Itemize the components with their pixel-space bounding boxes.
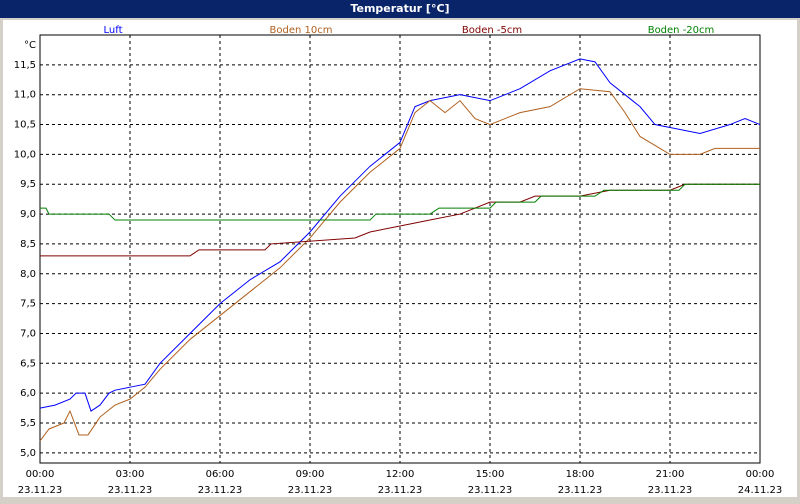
y-tick-label: 6,5 [20, 358, 36, 369]
y-tick-label: 6,0 [20, 388, 36, 399]
y-tick-label: 8,5 [20, 239, 36, 250]
x-tick-date: 23.11.23 [18, 485, 63, 496]
legend-entry: Boden 10cm [270, 25, 333, 36]
x-tick-label: 12:00 [386, 469, 415, 480]
y-tick-label: 9,5 [20, 179, 36, 190]
y-tick-label: 9,0 [20, 209, 36, 220]
legend-entry: Luft [104, 25, 123, 36]
y-axis-label: °C [24, 40, 36, 51]
y-tick-label: 11,0 [14, 90, 36, 101]
y-tick-label: 5,5 [20, 418, 36, 429]
y-tick-label: 8,0 [20, 269, 36, 280]
x-tick-label: 00:00 [26, 469, 55, 480]
x-tick-date: 23.11.23 [468, 485, 513, 496]
series-line [39, 58, 761, 412]
y-tick-label: 7,5 [20, 299, 36, 310]
y-tick-label: 11,5 [14, 60, 36, 71]
x-tick-date: 23.11.23 [288, 485, 333, 496]
series-line [40, 183, 760, 221]
y-tick-label: 10,5 [14, 120, 36, 131]
x-tick-date: 23.11.23 [648, 485, 693, 496]
x-tick-date: 23.11.23 [378, 485, 423, 496]
x-tick-label: 00:00 [746, 469, 775, 480]
x-tick-date: 24.11.23 [738, 485, 783, 496]
x-tick-label: 09:00 [296, 469, 325, 480]
x-tick-label: 03:00 [116, 469, 145, 480]
series-line [39, 88, 760, 442]
x-tick-date: 23.11.23 [558, 485, 603, 496]
x-tick-date: 23.11.23 [108, 485, 153, 496]
legend-entry: Boden -20cm [648, 25, 715, 36]
x-tick-label: 21:00 [656, 469, 685, 480]
x-tick-label: 15:00 [476, 469, 505, 480]
legend-entry: Boden -5cm [462, 25, 522, 36]
x-tick-label: 06:00 [206, 469, 235, 480]
x-tick-date: 23.11.23 [198, 485, 243, 496]
y-tick-label: 10,0 [14, 149, 36, 160]
window-title: Temperatur [°C] [350, 2, 449, 15]
y-tick-label: 7,0 [20, 328, 36, 339]
y-tick-label: 5,0 [20, 448, 36, 459]
x-tick-label: 18:00 [566, 469, 595, 480]
title-bar [0, 0, 800, 18]
plot-border [39, 34, 761, 464]
